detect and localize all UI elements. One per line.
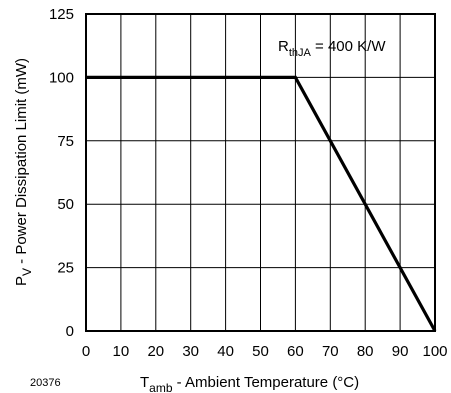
x-axis-label: Tamb - Ambient Temperature (°C) bbox=[140, 374, 359, 393]
grid-lines bbox=[85, 13, 436, 332]
x-tick-label: 20 bbox=[147, 343, 164, 360]
plot-frame bbox=[85, 13, 436, 332]
y-tick-label: 125 bbox=[49, 6, 74, 23]
x-tick-labels: 0 10 20 30 40 50 60 70 80 90 100 bbox=[82, 343, 448, 360]
x-tick-label: 40 bbox=[217, 343, 234, 360]
annotation-rthja: RthJA = 400 K/W bbox=[278, 38, 386, 59]
series-line bbox=[86, 75, 437, 332]
y-tick-label: 0 bbox=[66, 323, 74, 340]
x-tick-label: 70 bbox=[322, 343, 339, 360]
x-tick-label: 100 bbox=[422, 343, 447, 360]
x-tick-label: 50 bbox=[252, 343, 269, 360]
y-tick-label: 25 bbox=[57, 260, 74, 277]
x-tick-label: 10 bbox=[113, 343, 130, 360]
x-tick-label: 60 bbox=[287, 343, 304, 360]
x-tick-label: 30 bbox=[182, 343, 199, 360]
x-tick-label: 0 bbox=[82, 343, 90, 360]
y-tick-labels: 0 25 50 75 100 125 bbox=[49, 6, 74, 340]
y-tick-label: 100 bbox=[49, 69, 74, 86]
x-tick-label: 90 bbox=[392, 343, 409, 360]
x-tick-label: 80 bbox=[357, 343, 374, 360]
y-tick-label: 50 bbox=[57, 196, 74, 213]
y-axis-label: PV - Power Dissipation Limit (mW) bbox=[13, 58, 34, 286]
figure-id: 20376 bbox=[30, 377, 61, 389]
y-tick-label: 75 bbox=[57, 133, 74, 150]
